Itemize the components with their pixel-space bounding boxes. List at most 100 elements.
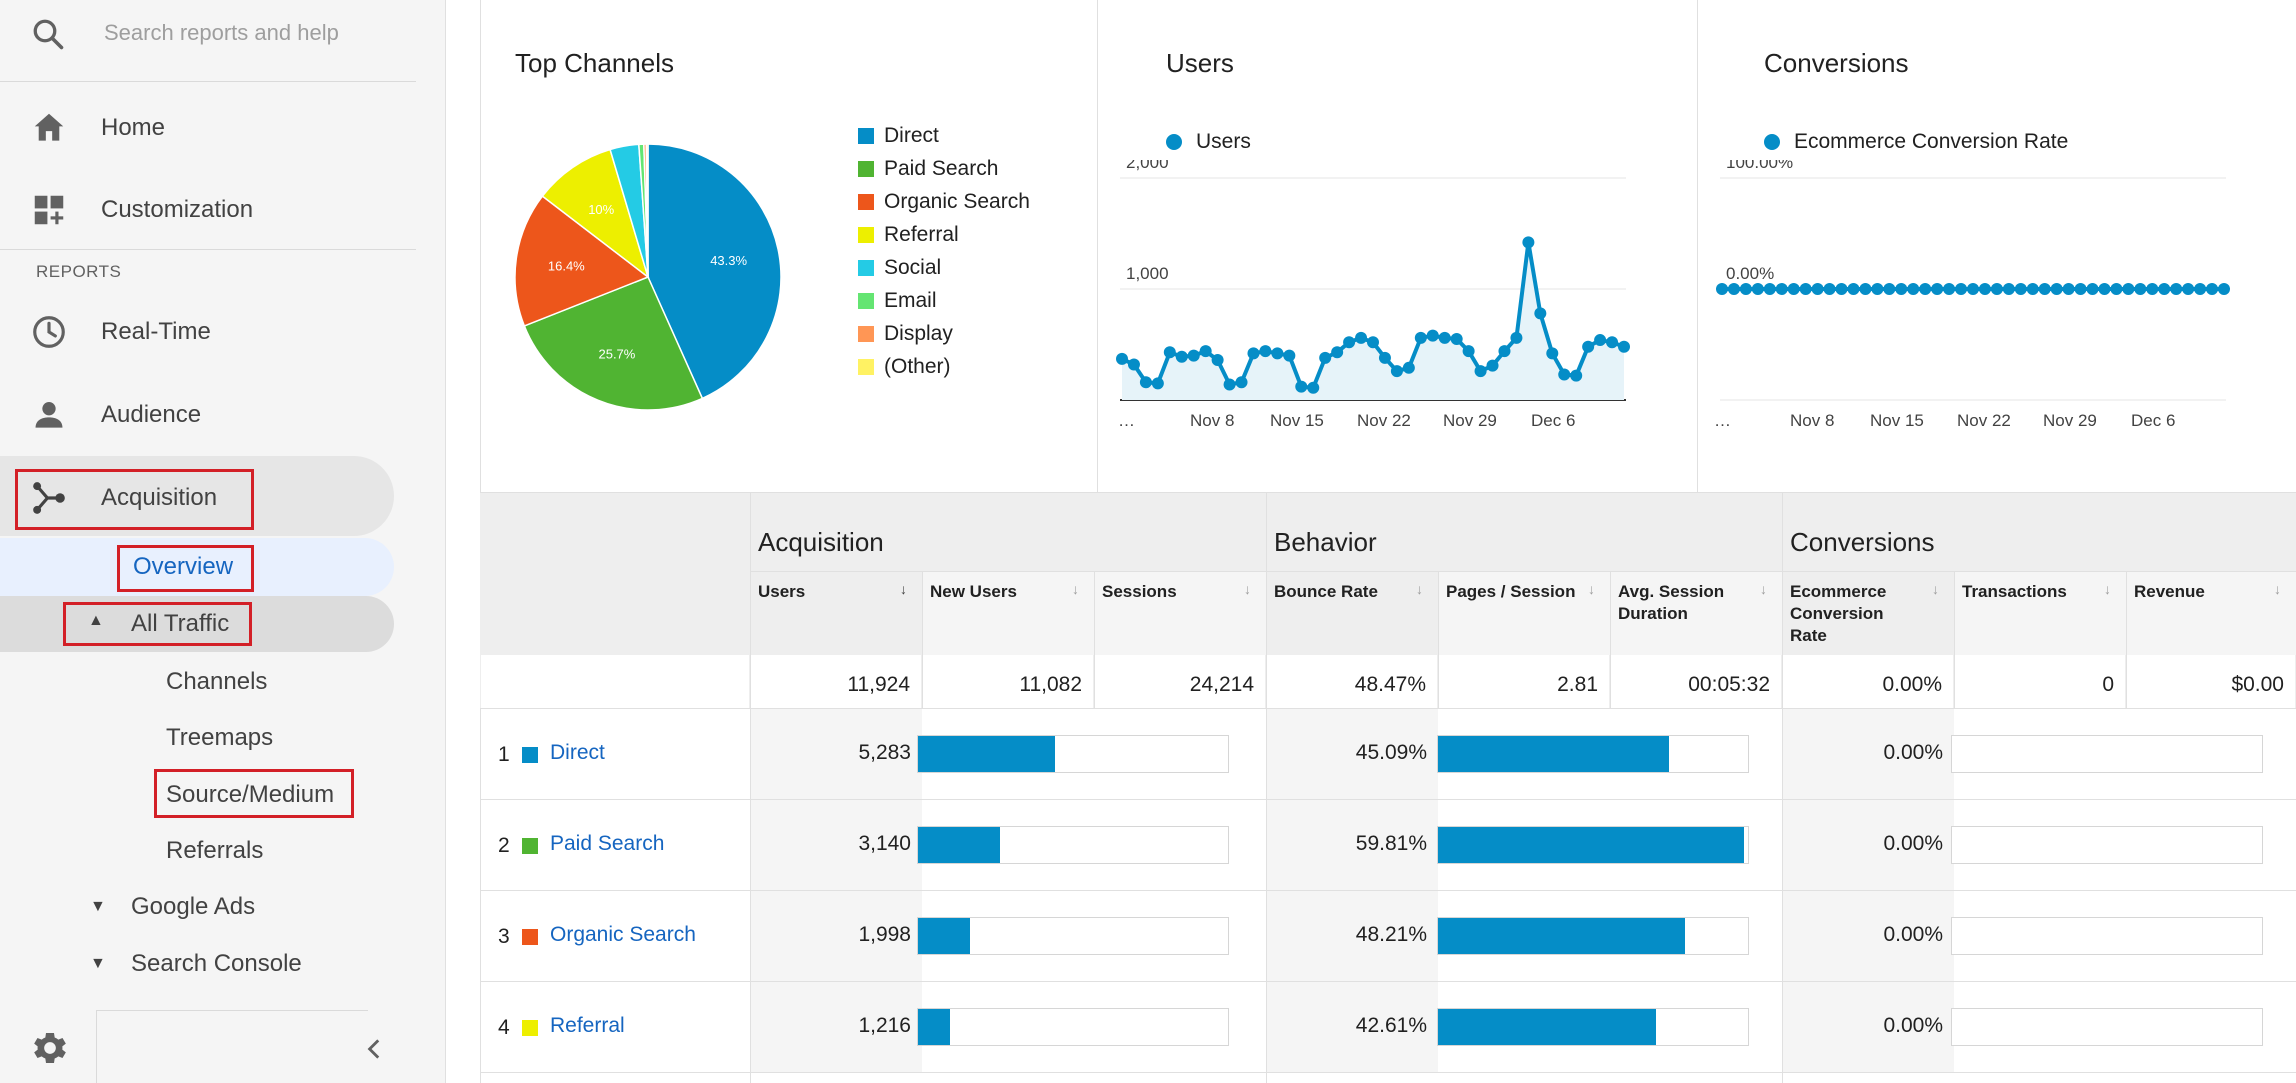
table-row[interactable]: 4 Referral 1,216 42.61% 0.00% bbox=[480, 982, 2296, 1073]
data-point[interactable] bbox=[1522, 236, 1535, 249]
data-point[interactable] bbox=[2074, 283, 2087, 295]
data-point[interactable] bbox=[1211, 354, 1224, 367]
legend-item-email[interactable]: Email bbox=[858, 289, 937, 313]
data-point[interactable] bbox=[1223, 378, 1236, 391]
data-point[interactable] bbox=[1295, 380, 1308, 393]
data-point[interactable] bbox=[1331, 346, 1344, 359]
nav-audience[interactable]: Audience bbox=[0, 377, 394, 453]
column-header-new-users[interactable]: New Users bbox=[930, 582, 1017, 601]
data-point[interactable] bbox=[1271, 347, 1284, 360]
nav-customization[interactable]: Customization bbox=[0, 172, 394, 248]
data-point[interactable] bbox=[1390, 365, 1403, 378]
data-point[interactable] bbox=[2122, 283, 2135, 295]
data-point[interactable] bbox=[1438, 331, 1451, 344]
data-point[interactable] bbox=[1462, 345, 1475, 358]
data-point[interactable] bbox=[1343, 336, 1356, 349]
data-point[interactable] bbox=[1116, 352, 1128, 365]
data-point[interactable] bbox=[1835, 283, 1848, 295]
triangle-down-icon[interactable]: ▼ bbox=[90, 955, 106, 972]
data-point[interactable] bbox=[2086, 283, 2099, 295]
nav-home[interactable]: Home bbox=[0, 90, 394, 166]
column-header-ecommerce-conversion-rate[interactable]: Ecommerce Conversion Rate bbox=[1790, 582, 1887, 645]
data-point[interactable] bbox=[1259, 345, 1272, 358]
data-point[interactable] bbox=[2158, 283, 2171, 295]
data-point[interactable] bbox=[1474, 365, 1487, 378]
sort-icon[interactable]: ↓ bbox=[1932, 581, 1939, 597]
data-point[interactable] bbox=[1307, 381, 1320, 394]
data-point[interactable] bbox=[2146, 283, 2159, 295]
data-point[interactable] bbox=[2050, 283, 2063, 295]
data-point[interactable] bbox=[1799, 283, 1812, 295]
data-point[interactable] bbox=[1871, 283, 1884, 295]
table-row[interactable]: 1 Direct 5,283 45.09% 0.00% bbox=[480, 709, 2296, 800]
data-point[interactable] bbox=[1235, 376, 1248, 389]
data-point[interactable] bbox=[1943, 283, 1956, 295]
data-point[interactable] bbox=[1582, 340, 1595, 353]
data-point[interactable] bbox=[1402, 361, 1415, 374]
channel-link[interactable]: Organic Search bbox=[550, 923, 696, 946]
triangle-up-icon[interactable]: ▲ bbox=[88, 612, 104, 629]
data-point[interactable] bbox=[2218, 283, 2230, 295]
sort-icon[interactable]: ↓ bbox=[1072, 581, 1079, 597]
legend-item-display[interactable]: Display bbox=[858, 322, 953, 346]
pie-slice-referral[interactable] bbox=[541, 148, 650, 279]
sort-icon[interactable]: ↓ bbox=[2104, 581, 2111, 597]
data-point[interactable] bbox=[1727, 283, 1740, 295]
data-point[interactable] bbox=[1139, 376, 1152, 389]
legend-item-referral[interactable]: Referral bbox=[858, 223, 959, 247]
data-point[interactable] bbox=[1450, 332, 1463, 345]
legend-item-direct[interactable]: Direct bbox=[858, 124, 939, 148]
sort-icon[interactable]: ↓ bbox=[2274, 581, 2281, 597]
data-point[interactable] bbox=[2062, 283, 2075, 295]
data-point[interactable] bbox=[2098, 283, 2111, 295]
nav-acquisition[interactable]: Acquisition bbox=[0, 460, 394, 536]
nav-realtime[interactable]: Real-Time bbox=[0, 294, 394, 370]
table-row[interactable]: 2 Paid Search 3,140 59.81% 0.00% bbox=[480, 800, 2296, 891]
column-header-transactions[interactable]: Transactions bbox=[1962, 582, 2067, 601]
column-header-avg-session-duration[interactable]: Avg. Session Duration bbox=[1618, 582, 1725, 623]
data-point[interactable] bbox=[1594, 334, 1607, 347]
legend-item-social[interactable]: Social bbox=[858, 256, 941, 280]
data-point[interactable] bbox=[1187, 349, 1200, 362]
data-point[interactable] bbox=[1978, 283, 1991, 295]
data-point[interactable] bbox=[1355, 331, 1368, 344]
data-point[interactable] bbox=[1823, 283, 1836, 295]
data-point[interactable] bbox=[2110, 283, 2123, 295]
data-point[interactable] bbox=[1955, 283, 1968, 295]
data-point[interactable] bbox=[1883, 283, 1896, 295]
column-header-users[interactable]: Users bbox=[758, 582, 806, 601]
column-header-bounce-rate[interactable]: Bounce Rate bbox=[1274, 582, 1378, 601]
legend-item-paid-search[interactable]: Paid Search bbox=[858, 157, 998, 181]
data-point[interactable] bbox=[1811, 283, 1824, 295]
data-point[interactable] bbox=[1127, 358, 1140, 371]
data-point[interactable] bbox=[2002, 283, 2015, 295]
data-point[interactable] bbox=[2038, 283, 2051, 295]
legend-item--other-[interactable]: (Other) bbox=[858, 355, 951, 379]
nav-search-console[interactable]: Search Console bbox=[131, 950, 302, 977]
data-point[interactable] bbox=[1534, 307, 1547, 320]
data-point[interactable] bbox=[1546, 347, 1559, 360]
gear-icon[interactable] bbox=[30, 1028, 70, 1068]
data-point[interactable] bbox=[1751, 283, 1764, 295]
data-point[interactable] bbox=[1739, 283, 1752, 295]
data-point[interactable] bbox=[2170, 283, 2183, 295]
sort-icon[interactable]: ↓ bbox=[1244, 581, 1251, 597]
pie-slice-paid-search[interactable] bbox=[523, 276, 704, 411]
data-point[interactable] bbox=[1716, 283, 1728, 295]
sort-icon[interactable]: ↓ bbox=[1416, 581, 1423, 597]
data-point[interactable] bbox=[1247, 347, 1260, 360]
data-point[interactable] bbox=[1414, 331, 1427, 344]
data-point[interactable] bbox=[1787, 283, 1800, 295]
nav-all-traffic[interactable]: All Traffic bbox=[131, 610, 230, 637]
data-point[interactable] bbox=[1175, 350, 1188, 363]
data-point[interactable] bbox=[1775, 283, 1788, 295]
nav-referrals[interactable]: Referrals bbox=[166, 837, 264, 864]
search-input[interactable] bbox=[104, 14, 404, 52]
data-point[interactable] bbox=[1895, 283, 1908, 295]
data-point[interactable] bbox=[1163, 346, 1176, 359]
data-point[interactable] bbox=[1967, 283, 1979, 295]
data-point[interactable] bbox=[1498, 345, 1511, 358]
data-point[interactable] bbox=[1319, 351, 1332, 364]
data-point[interactable] bbox=[1919, 283, 1932, 295]
column-header-revenue[interactable]: Revenue bbox=[2134, 582, 2205, 601]
